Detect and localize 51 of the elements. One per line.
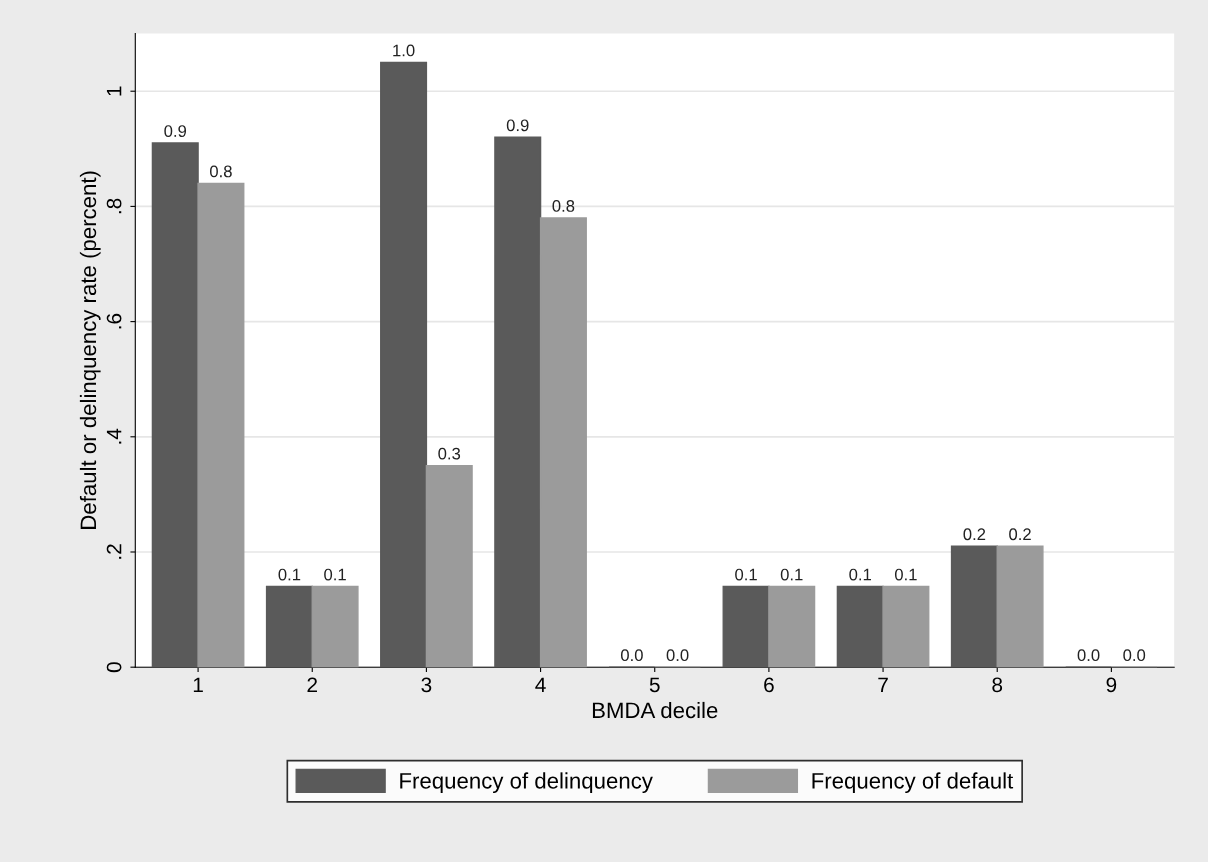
y-axis-title: Default or delinquency rate (percent) [79, 171, 101, 529]
data-label: 0.0 [620, 649, 643, 662]
x-tick-label: 8 [992, 677, 1003, 693]
data-label: 0.2 [963, 528, 986, 541]
data-label: 0.1 [324, 568, 346, 581]
x-tick-label: 7 [878, 677, 888, 693]
data-label: 0.1 [278, 568, 301, 581]
bar [425, 464, 473, 668]
data-label: 0.0 [1077, 649, 1100, 662]
bar [494, 136, 542, 668]
data-label: 0.8 [552, 200, 575, 212]
x-axis-title: BMDA decile [592, 701, 718, 719]
data-label: 0.1 [735, 568, 757, 581]
bar [265, 585, 313, 668]
data-label: 0.8 [209, 165, 232, 178]
bar [311, 585, 359, 668]
x-tick-label: 9 [1106, 677, 1117, 693]
x-tick-label: 5 [649, 677, 660, 693]
y-tick-label: .2 [106, 544, 122, 559]
bar [950, 545, 998, 668]
bar [768, 585, 816, 668]
legend-label: Frequency of default [812, 772, 1014, 794]
data-label: 1.0 [393, 44, 415, 57]
data-label: 0.1 [894, 568, 917, 581]
data-label: 0.9 [506, 119, 529, 132]
data-label: 0.9 [164, 125, 187, 137]
y-tick-label: .4 [106, 428, 122, 444]
data-label: 0.0 [1123, 649, 1146, 662]
x-tick-label: 3 [421, 677, 432, 693]
y-tick-label: 0 [106, 662, 122, 673]
data-label: 0.2 [1009, 528, 1031, 541]
data-label: 0.0 [666, 649, 689, 662]
legend-label: Frequency of delinquency [400, 772, 653, 794]
y-tick-label: .8 [106, 198, 122, 214]
bar [722, 585, 770, 668]
bar [836, 585, 884, 668]
y-tick-label: 1 [106, 86, 122, 96]
bar [151, 142, 199, 668]
bar [197, 182, 245, 668]
y-tick-label: .6 [106, 313, 122, 329]
x-tick-label: 4 [535, 677, 546, 693]
bar [539, 217, 587, 668]
bar [380, 61, 428, 668]
data-label: 0.1 [780, 568, 803, 581]
data-label: 0.3 [438, 447, 461, 460]
bar [996, 545, 1044, 668]
x-tick-label: 2 [307, 677, 317, 693]
bar [882, 585, 930, 668]
data-label: 0.1 [849, 568, 871, 581]
x-tick-label: 1 [193, 677, 203, 693]
x-tick-label: 6 [764, 677, 774, 693]
